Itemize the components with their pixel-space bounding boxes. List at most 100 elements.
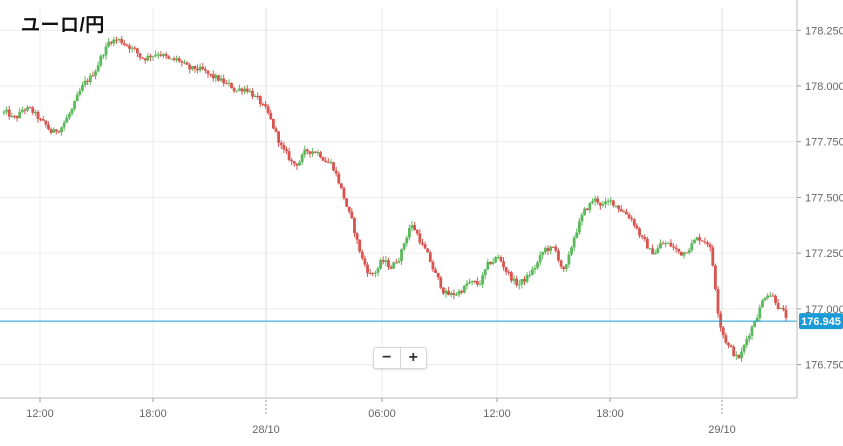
candle [546, 245, 550, 255]
candle-body [295, 163, 299, 166]
candle-body [543, 248, 547, 253]
candle [747, 333, 751, 343]
candle-body [737, 354, 741, 359]
candle-body [651, 248, 655, 255]
candle [368, 269, 372, 275]
candle-body [747, 335, 751, 339]
candle [5, 106, 9, 115]
candle [209, 73, 213, 78]
candle-body [201, 66, 205, 70]
candle [551, 246, 555, 249]
candle-body [337, 173, 341, 184]
candle-body [598, 202, 602, 206]
candle [693, 238, 696, 244]
candle [661, 240, 665, 245]
candle-body [745, 338, 749, 345]
candle-body [57, 131, 61, 133]
candle-body [381, 260, 385, 262]
candle [41, 116, 45, 122]
candle [57, 130, 61, 134]
candle [475, 277, 479, 288]
candle [635, 223, 639, 230]
candle-body [659, 243, 662, 249]
candle [73, 100, 77, 112]
candle-body [313, 151, 317, 153]
x-tick-label: 18:00 [596, 408, 624, 420]
candle-body [44, 120, 48, 125]
candle-body [269, 112, 273, 119]
candle-body [376, 268, 380, 273]
candle-body [779, 307, 783, 309]
candle-body [138, 53, 142, 58]
candle [677, 248, 681, 255]
candle [604, 197, 607, 209]
candle-body [491, 262, 495, 264]
candle-body [732, 346, 736, 356]
candle [214, 72, 218, 83]
candle [235, 90, 239, 93]
candle-body [279, 142, 283, 145]
candle [334, 166, 338, 177]
candle-body [575, 232, 579, 238]
candle [669, 239, 673, 248]
candle [781, 304, 785, 312]
candle [159, 51, 163, 58]
candle [685, 252, 689, 254]
zoom-out-button[interactable]: − [382, 349, 392, 366]
candle-body [125, 44, 129, 46]
candle [120, 36, 124, 46]
candle-body [146, 55, 150, 61]
candle [227, 79, 231, 87]
candle-body [319, 152, 322, 158]
candle-body [209, 73, 213, 75]
candle-body [619, 208, 623, 212]
candle [434, 267, 437, 273]
candle-body [81, 84, 84, 91]
candle-body [622, 211, 626, 213]
candle-body [7, 109, 11, 117]
candle-body [530, 269, 534, 275]
zoom-separator [399, 348, 401, 368]
candle [10, 112, 14, 119]
candle [489, 261, 492, 265]
candle-body [2, 111, 6, 113]
candle-body [470, 280, 474, 283]
candle [44, 120, 48, 128]
candle-body [117, 39, 121, 41]
candle [397, 257, 401, 264]
candle [360, 249, 364, 261]
candle [324, 156, 328, 163]
candle-body [611, 200, 615, 206]
candle-body [489, 262, 492, 264]
candle-body [627, 214, 631, 219]
candle-body [107, 41, 111, 47]
candle-body [512, 278, 516, 281]
zoom-in-button[interactable]: + [408, 349, 418, 366]
candle [175, 55, 179, 63]
candle-body [256, 96, 260, 98]
candle-body [311, 151, 315, 154]
candle-body [133, 47, 137, 49]
candle-body [363, 258, 367, 265]
candle [457, 288, 461, 298]
candle [541, 251, 545, 260]
candle-body [303, 149, 307, 155]
candle-body [54, 129, 58, 132]
candle [261, 102, 265, 107]
candle [266, 103, 270, 116]
candle-body [567, 254, 571, 265]
candle [130, 45, 134, 53]
candle [606, 198, 610, 206]
candle-body [570, 247, 573, 255]
candle-body [169, 58, 173, 60]
candle-body [727, 342, 730, 346]
candle-body [494, 257, 498, 263]
candle-body [300, 154, 304, 163]
candle [483, 269, 487, 280]
candle [99, 54, 103, 68]
candle-body [353, 218, 356, 234]
candle-body [122, 43, 126, 45]
candle [687, 247, 691, 255]
candle [332, 161, 335, 172]
candle [125, 43, 129, 48]
